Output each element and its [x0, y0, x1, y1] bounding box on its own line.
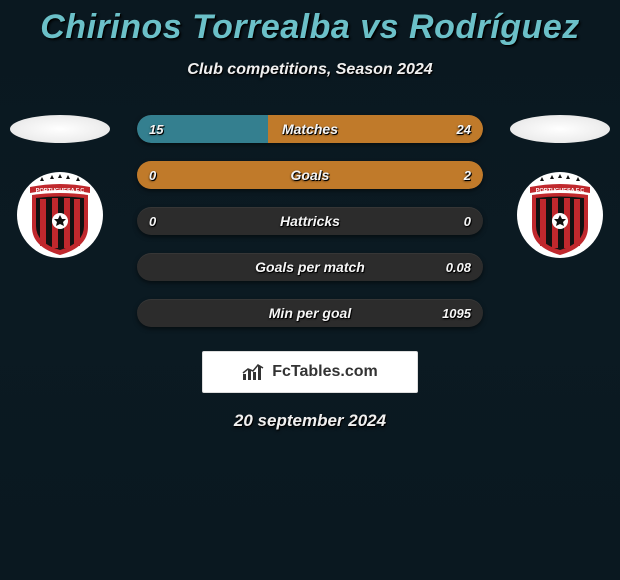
player-right-name: Rodríguez	[409, 8, 580, 46]
stat-label: Goals	[137, 161, 483, 189]
player-right-club-badge: PORTUGUESA F.C	[510, 171, 610, 259]
player-right-silhouette	[510, 115, 610, 143]
player-left-name: Chirinos Torrealba	[40, 8, 350, 46]
date-label: 20 september 2024	[0, 411, 620, 431]
stat-row: 1524Matches	[137, 115, 483, 143]
watermark-text: FcTables.com	[272, 363, 378, 381]
stat-label: Hattricks	[137, 207, 483, 235]
content-area: PORTUGUESA F.C	[0, 115, 620, 431]
stat-row: 1095Min per goal	[137, 299, 483, 327]
stat-row: 02Goals	[137, 161, 483, 189]
stat-row: 00Hattricks	[137, 207, 483, 235]
subtitle: Club competitions, Season 2024	[0, 61, 620, 79]
stats-bars: 1524Matches 02Goals 00Hattricks 0.08Goals p…	[137, 115, 483, 327]
comparison-title: Chirinos Torrealba vs Rodríguez	[0, 0, 620, 47]
stat-label: Min per goal	[137, 299, 483, 327]
stat-label: Goals per match	[137, 253, 483, 281]
player-right-column: PORTUGUESA F.C	[510, 115, 610, 259]
player-left-silhouette	[10, 115, 110, 143]
watermark-badge: FcTables.com	[202, 351, 418, 393]
stat-label: Matches	[137, 115, 483, 143]
bar-chart-icon	[242, 363, 266, 381]
stat-row: 0.08Goals per match	[137, 253, 483, 281]
vs-label: vs	[360, 8, 399, 46]
player-left-column: PORTUGUESA F.C	[10, 115, 110, 259]
player-left-club-badge: PORTUGUESA F.C	[10, 171, 110, 259]
